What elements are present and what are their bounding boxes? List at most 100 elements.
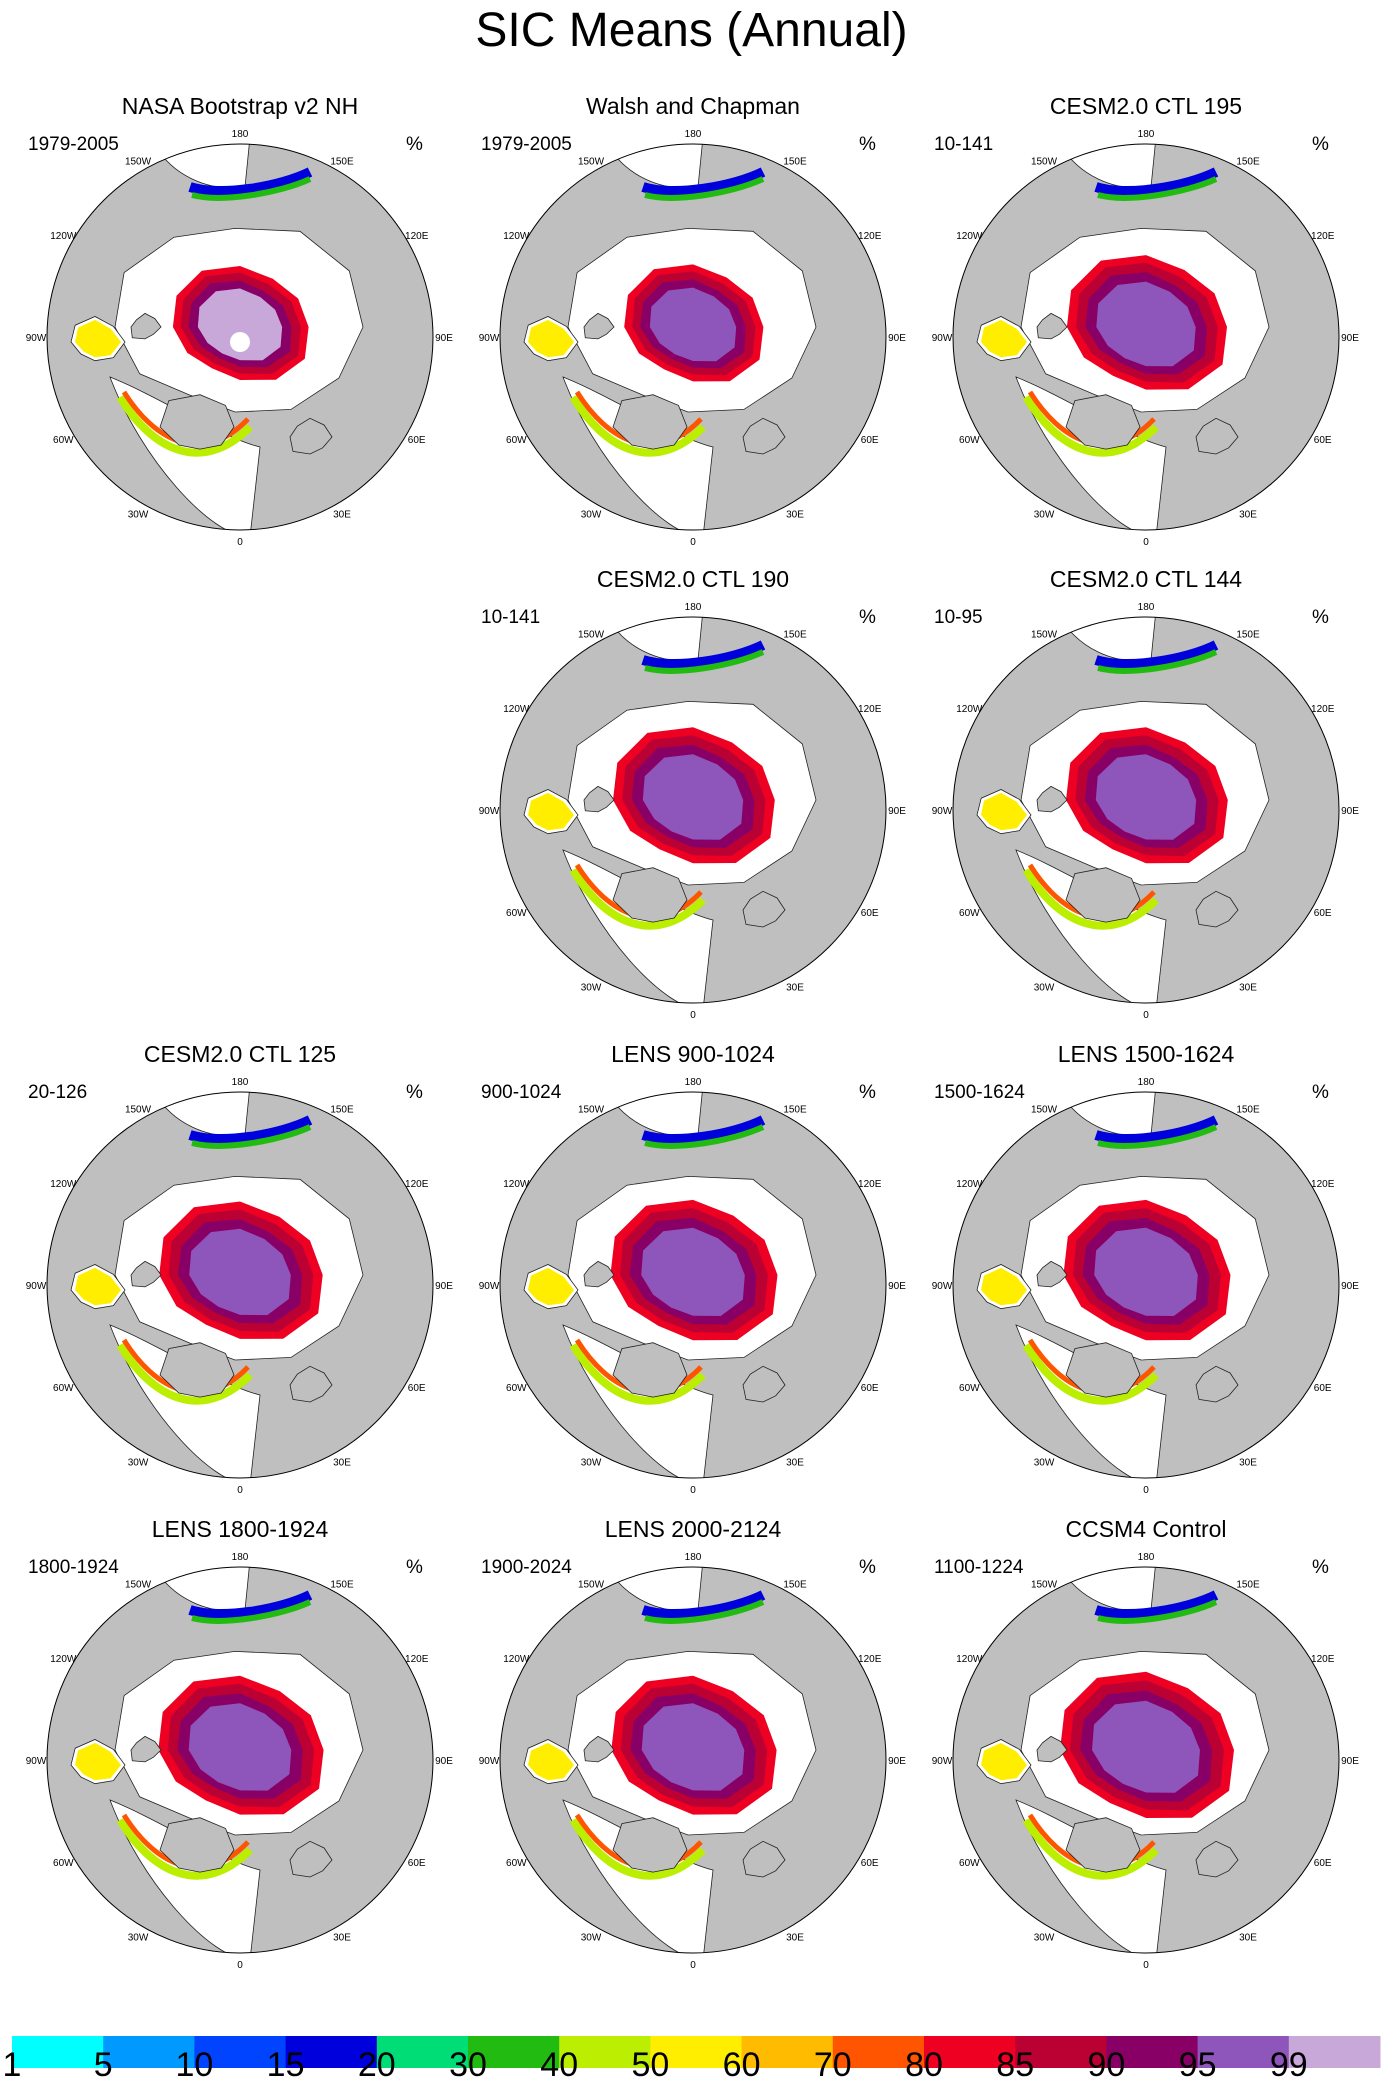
labrador-ice-edge xyxy=(1022,394,1159,457)
longitude-label: 90E xyxy=(1341,1281,1359,1292)
longitude-label: 180 xyxy=(232,1552,249,1563)
colorbar-label: 95 xyxy=(1179,2046,1217,2082)
map-panel: 180 150E 120E 90E 60E 30E 0 30W 60W 90W 120W 150W Wa… xyxy=(463,92,923,562)
longitude-label: 180 xyxy=(1138,602,1155,613)
scandinavia xyxy=(1195,417,1239,455)
map-panel: 180 150E 120E 90E 60E 30E 0 30W 60W 90W 120W 150W CC… xyxy=(916,1515,1376,1985)
colorbar-label: 90 xyxy=(1087,2046,1125,2082)
longitude-label: 90W xyxy=(26,1281,47,1292)
colorbar-box xyxy=(285,2036,378,2068)
longitude-label: 90E xyxy=(888,1281,906,1292)
panel-title: LENS 1500-1624 xyxy=(1057,1041,1235,1067)
panel-years: 10-141 xyxy=(934,134,994,155)
longitude-label: 120E xyxy=(858,1654,882,1665)
greenland xyxy=(612,867,688,923)
longitude-label: 60E xyxy=(1314,1383,1332,1394)
longitude-label: 90W xyxy=(26,1756,47,1767)
longitude-label: 60E xyxy=(1314,435,1332,446)
greenland xyxy=(612,394,688,450)
longitude-label: 0 xyxy=(237,537,243,548)
polar-map: 180 150E 120E 90E 60E 30E 0 30W 60W 90W 120W 150W xyxy=(26,1552,454,1971)
longitude-label: 60W xyxy=(53,1383,74,1394)
longitude-label: 120W xyxy=(503,1179,530,1190)
map-panel: 180 150E 120E 90E 60E 30E 0 30W 60W 90W 120W 150W CE… xyxy=(916,565,1376,1035)
longitude-label: 60W xyxy=(506,908,527,919)
longitude-label: 60W xyxy=(506,435,527,446)
longitude-label: 90W xyxy=(932,1281,953,1292)
okhotsk-ice-edge xyxy=(188,1115,313,1144)
colorbar-box xyxy=(1015,2036,1107,2068)
okhotsk-ice-inner xyxy=(1097,1124,1218,1149)
longitude-label: 150W xyxy=(578,156,605,167)
north-atlantic xyxy=(1015,376,1167,530)
longitude-label: 60W xyxy=(53,1858,74,1869)
panel-title: CESM2.0 CTL 190 xyxy=(596,566,790,592)
longitude-label: 90E xyxy=(888,1756,906,1767)
map-border xyxy=(499,143,887,531)
map-border xyxy=(952,1091,1340,1479)
arctic-archipelago xyxy=(1036,1260,1068,1288)
longitude-label: 90W xyxy=(479,806,500,817)
longitude-label: 60W xyxy=(959,908,980,919)
longitude-label: 120E xyxy=(1311,704,1335,715)
greenland xyxy=(159,394,235,450)
colorbar-label: 30 xyxy=(449,2046,487,2082)
north-atlantic xyxy=(562,1324,714,1478)
north-atlantic xyxy=(109,1799,261,1953)
longitude-label: 150E xyxy=(1236,1104,1260,1115)
longitude-label: 120W xyxy=(503,231,530,242)
labrador-ice-edge xyxy=(1022,1817,1159,1880)
panel-title: CESM2.0 CTL 195 xyxy=(1049,93,1243,119)
longitude-label: 150E xyxy=(330,156,354,167)
panel-units: % xyxy=(1312,1557,1329,1578)
longitude-label: 120E xyxy=(1311,1654,1335,1665)
longitude-label: 90W xyxy=(26,333,47,344)
longitude-label: 120W xyxy=(503,1654,530,1665)
panel-units: % xyxy=(1312,1082,1329,1103)
colorbar-box xyxy=(376,2036,469,2068)
map-border xyxy=(46,143,434,531)
okhotsk-ice-edge xyxy=(1094,1590,1219,1619)
longitude-label: 90E xyxy=(435,1756,453,1767)
colorbar-label: 1 xyxy=(3,2046,22,2082)
scandinavia xyxy=(742,890,786,928)
ice-band-95 xyxy=(189,1228,291,1316)
longitude-label: 120W xyxy=(50,1179,77,1190)
okhotsk-ice-inner xyxy=(1097,176,1218,201)
greenland xyxy=(1065,867,1141,923)
longitude-label: 90W xyxy=(932,1756,953,1767)
panel-years: 10-95 xyxy=(934,607,983,628)
panel-title: LENS 2000-2124 xyxy=(604,1516,782,1542)
polar-map: 180 150E 120E 90E 60E 30E 0 30W 60W 90W 120W 150W xyxy=(932,129,1360,548)
polar-map: 180 150E 120E 90E 60E 30E 0 30W 60W 90W 120W 150W xyxy=(932,602,1360,1021)
longitude-label: 30E xyxy=(333,1933,351,1944)
longitude-label: 30W xyxy=(1034,1458,1055,1469)
panel-units: % xyxy=(859,607,876,628)
north-atlantic xyxy=(562,849,714,1003)
longitude-label: 150E xyxy=(783,1104,807,1115)
longitude-label: 150W xyxy=(1031,1579,1058,1590)
longitude-label: 150E xyxy=(330,1579,354,1590)
map-border xyxy=(499,616,887,1004)
map-panel: 180 150E 120E 90E 60E 30E 0 30W 60W 90W 120W 150W NA… xyxy=(10,92,470,562)
hudson-bay-ice xyxy=(528,1742,574,1781)
colorbar-box xyxy=(103,2036,195,2068)
longitude-label: 30W xyxy=(581,510,602,521)
map-panel: 180 150E 120E 90E 60E 30E 0 30W 60W 90W 120W 150W LE… xyxy=(10,1515,470,1985)
colorbar-label: 50 xyxy=(631,2046,669,2082)
colorbar-box xyxy=(741,2036,834,2068)
pole-hole xyxy=(230,332,250,352)
colorbar-label: 20 xyxy=(358,2046,396,2082)
panel-years: 10-141 xyxy=(481,607,541,628)
longitude-label: 120W xyxy=(50,1654,77,1665)
longitude-label: 90W xyxy=(479,1281,500,1292)
longitude-label: 0 xyxy=(690,1485,696,1496)
arctic-archipelago xyxy=(130,1260,162,1288)
scandinavia xyxy=(1195,890,1239,928)
longitude-label: 180 xyxy=(1138,1552,1155,1563)
longitude-label: 90W xyxy=(932,333,953,344)
longitude-label: 0 xyxy=(1143,1485,1149,1496)
panel-years: 1100-1224 xyxy=(934,1557,1024,1578)
longitude-label: 60E xyxy=(1314,908,1332,919)
longitude-label: 30W xyxy=(1034,983,1055,994)
